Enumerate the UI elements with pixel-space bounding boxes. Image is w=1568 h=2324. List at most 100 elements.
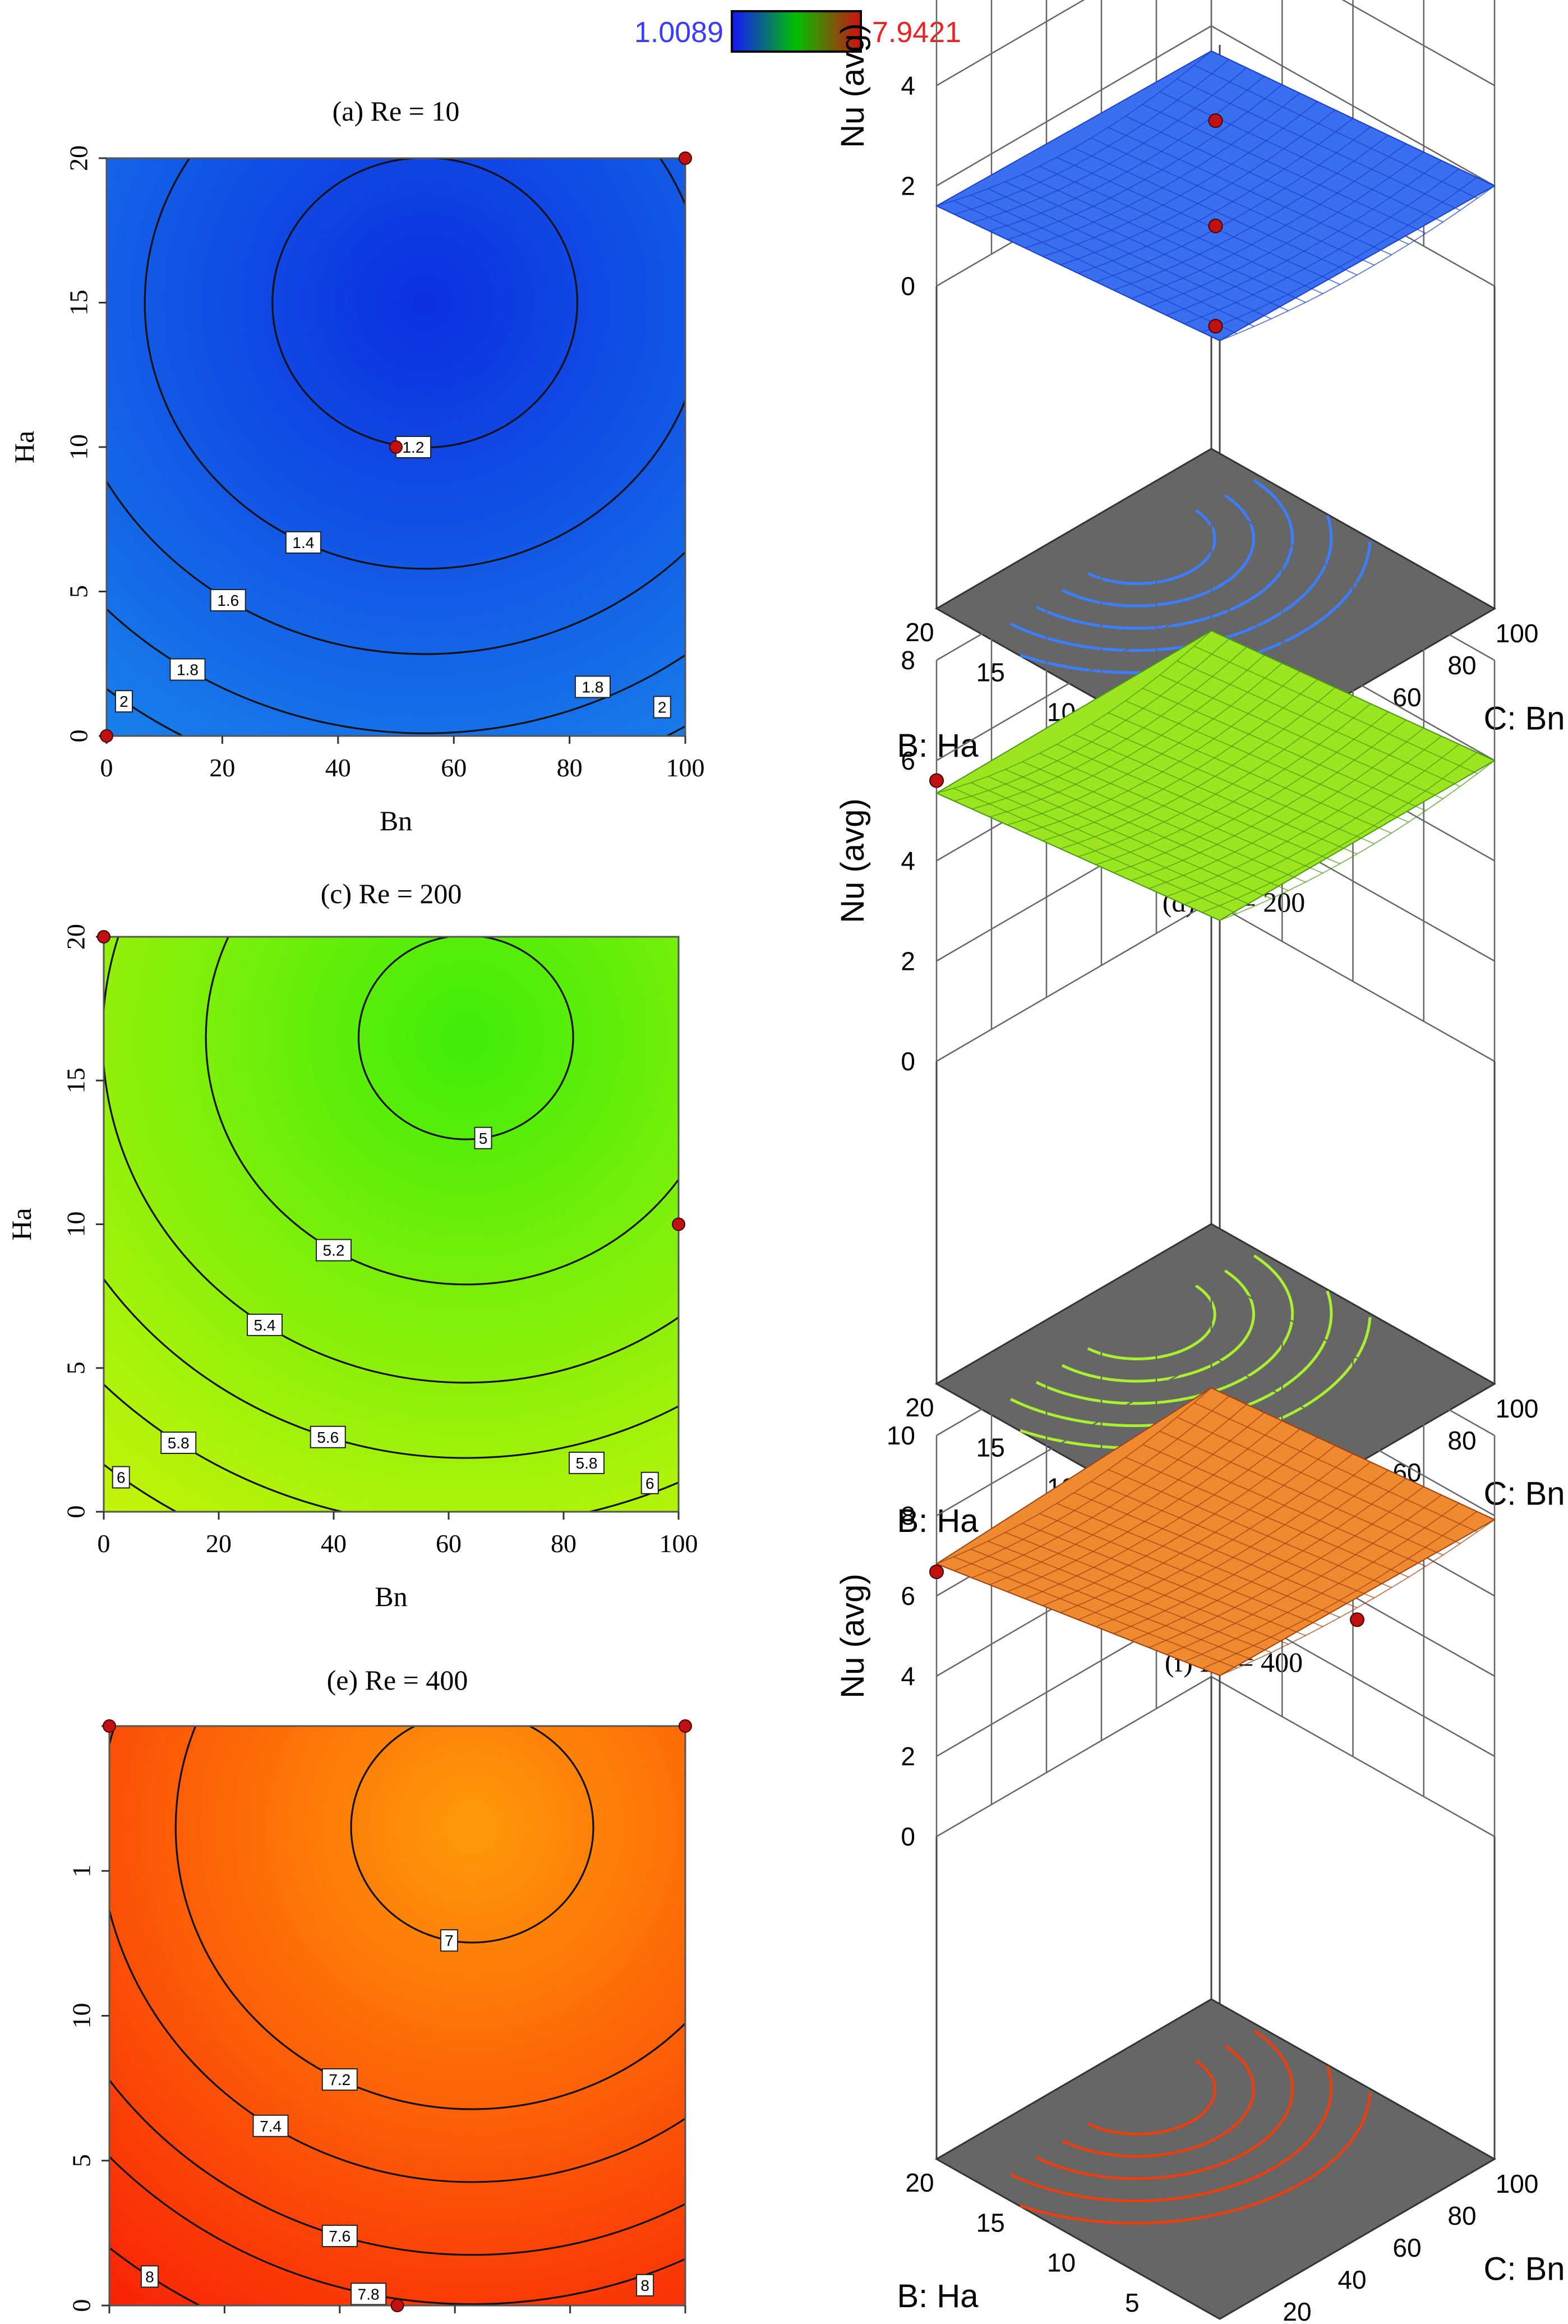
contour-label: 1.6 (217, 592, 239, 609)
contour-label: 7 (445, 1932, 454, 1949)
contour-label: 5.8 (576, 1455, 598, 1472)
mesh-line (988, 1540, 1272, 1653)
mesh-line (1073, 148, 1358, 276)
y-axis-label: Ha (6, 1208, 37, 1240)
mesh-line (1177, 1416, 1461, 1544)
contour-line (104, 937, 679, 1384)
mesh-line (1159, 1430, 1444, 1556)
floor-contour-line (1036, 479, 1294, 630)
x-tick-label: 100 (666, 753, 705, 782)
y-tick-label: 20 (64, 145, 93, 171)
mesh-line (988, 776, 1272, 899)
bn-tick-label: 60 (1392, 683, 1421, 712)
y-tick-label: 0 (67, 2299, 96, 2312)
mesh-line (1022, 1522, 1306, 1636)
y-tick-label: 5 (67, 2154, 96, 2167)
mesh-line (1057, 1503, 1340, 1618)
z-axis-label: Nu (avg) (834, 1573, 871, 1698)
z-tick-label: 0 (901, 271, 915, 301)
y-tick-label: 10 (62, 1212, 90, 1237)
z-tick-label: 10 (887, 1421, 915, 1450)
wall-grid-line (936, 0, 1495, 86)
mesh-line (1091, 723, 1375, 845)
contour-label-box (440, 1929, 458, 1952)
colorbar-gradient (731, 10, 862, 53)
mesh-line (1073, 1492, 1358, 1608)
contour-label-box (310, 1425, 346, 1448)
contour-line (107, 480, 685, 655)
mesh-line (1159, 674, 1444, 799)
contour-label: 7.2 (329, 2071, 351, 2088)
contour-label-box (114, 690, 133, 713)
mesh-line (1039, 1513, 1323, 1627)
design-point (97, 930, 110, 944)
z-tick-label: 4 (901, 71, 915, 100)
x-tick-label: 0 (100, 753, 113, 782)
contour-line (144, 158, 685, 570)
contour-fill (104, 937, 679, 1512)
contour-label: 1.8 (177, 661, 199, 679)
bn-tick-label: 100 (1496, 619, 1539, 648)
x-tick-label: 0 (98, 1529, 110, 1558)
z-axis-label: Nu (avg) (834, 23, 871, 148)
contour-line (350, 1726, 594, 1944)
panel-title: (c) Re = 200 (321, 878, 462, 909)
x-tick-label: 60 (441, 753, 467, 782)
contour-label-box (247, 1313, 283, 1336)
colorbar-min-label: 1.0089 (634, 16, 723, 49)
floor-contour-line (1036, 2030, 1294, 2180)
design-point (679, 151, 692, 165)
x-tick-label: 80 (551, 1529, 577, 1558)
floor-contour-line (1087, 1284, 1216, 1361)
contour-label-box (252, 2114, 289, 2137)
bn-tick-label: 20 (1283, 2297, 1311, 2324)
x-tick-label: 60 (436, 1529, 462, 1558)
z-tick-label: 2 (901, 1742, 915, 1771)
ha-axis-label: B: Ha (897, 2278, 979, 2314)
contour-panel-e: (e) Re = 400 7 7.2 7.4 7.6 7.8 8 8 0 5 10 1 (67, 1664, 692, 2313)
mesh-line (953, 1556, 1237, 1669)
y-tick-label: 15 (64, 290, 93, 316)
contour-label-box (640, 1471, 659, 1494)
x-axis-label: Bn (380, 805, 412, 836)
contour-label-box (169, 658, 206, 681)
contour-line (174, 1726, 685, 2110)
mesh-line (1193, 65, 1478, 199)
mesh-line (970, 194, 1255, 327)
mesh-line (1211, 630, 1495, 761)
panel-title: (a) Re = 10 (333, 95, 460, 127)
contour-label: 6 (117, 1469, 126, 1487)
contour-label: 7.4 (260, 2118, 282, 2135)
mesh-line (1194, 646, 1478, 775)
contour-line (109, 1726, 685, 2183)
y-tick-label: 10 (64, 434, 93, 460)
mesh-line (1142, 104, 1426, 234)
mesh-line (970, 1548, 1255, 1661)
floor-contour-line (1061, 2045, 1255, 2158)
mesh-line (1091, 1481, 1375, 1599)
bn-axis-label: C: Bn (1483, 2251, 1565, 2288)
surface (935, 1387, 1496, 1677)
contour-line (107, 608, 685, 734)
bn-tick-label: 80 (1447, 2201, 1476, 2230)
surface (935, 630, 1496, 921)
surface (935, 50, 1496, 342)
mesh-line (1108, 1469, 1392, 1589)
contour-label-box (285, 531, 321, 554)
floor-contour-line (1020, 2092, 1372, 2225)
mesh-line (1125, 700, 1409, 823)
x-tick-label: 40 (321, 1529, 347, 1558)
mesh-line (936, 793, 1220, 921)
contour-line (109, 2078, 685, 2256)
contour-label: 2 (119, 693, 128, 710)
y-tick-label: 1 (67, 1865, 96, 1877)
y-tick-label: 0 (64, 730, 93, 743)
mesh-line (1005, 1532, 1289, 1645)
mesh-line (1211, 1387, 1495, 1520)
bn-axis-label: C: Bn (1483, 701, 1565, 737)
contour-label: 8 (145, 2268, 154, 2285)
